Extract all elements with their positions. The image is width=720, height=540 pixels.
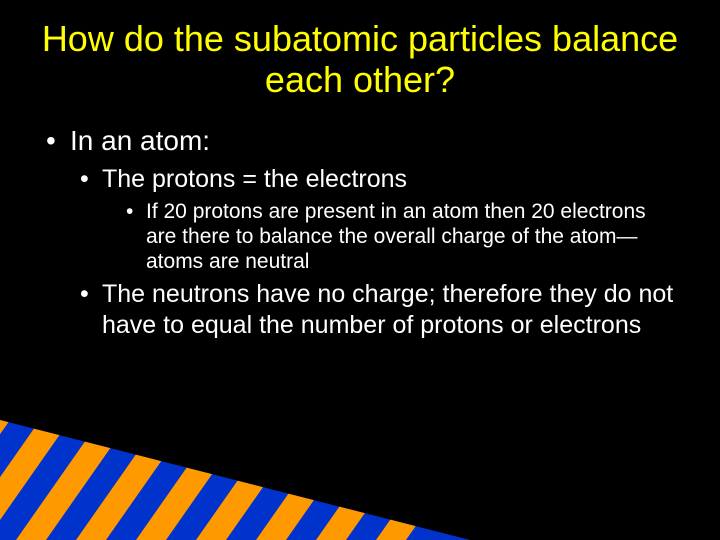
bullet-lvl3: If 20 protons are present in an atom the…	[40, 199, 680, 275]
slide-title: How do the subatomic particles balance e…	[40, 18, 680, 101]
bullet-lvl2: The neutrons have no charge; therefore t…	[40, 279, 680, 342]
slide: How do the subatomic particles balance e…	[0, 0, 720, 540]
bullet-lvl1: In an atom:	[40, 123, 680, 158]
decorative-stripes	[0, 420, 720, 540]
slide-content: In an atom: The protons = the electrons …	[40, 123, 680, 341]
bullet-lvl2: The protons = the electrons	[40, 164, 680, 195]
